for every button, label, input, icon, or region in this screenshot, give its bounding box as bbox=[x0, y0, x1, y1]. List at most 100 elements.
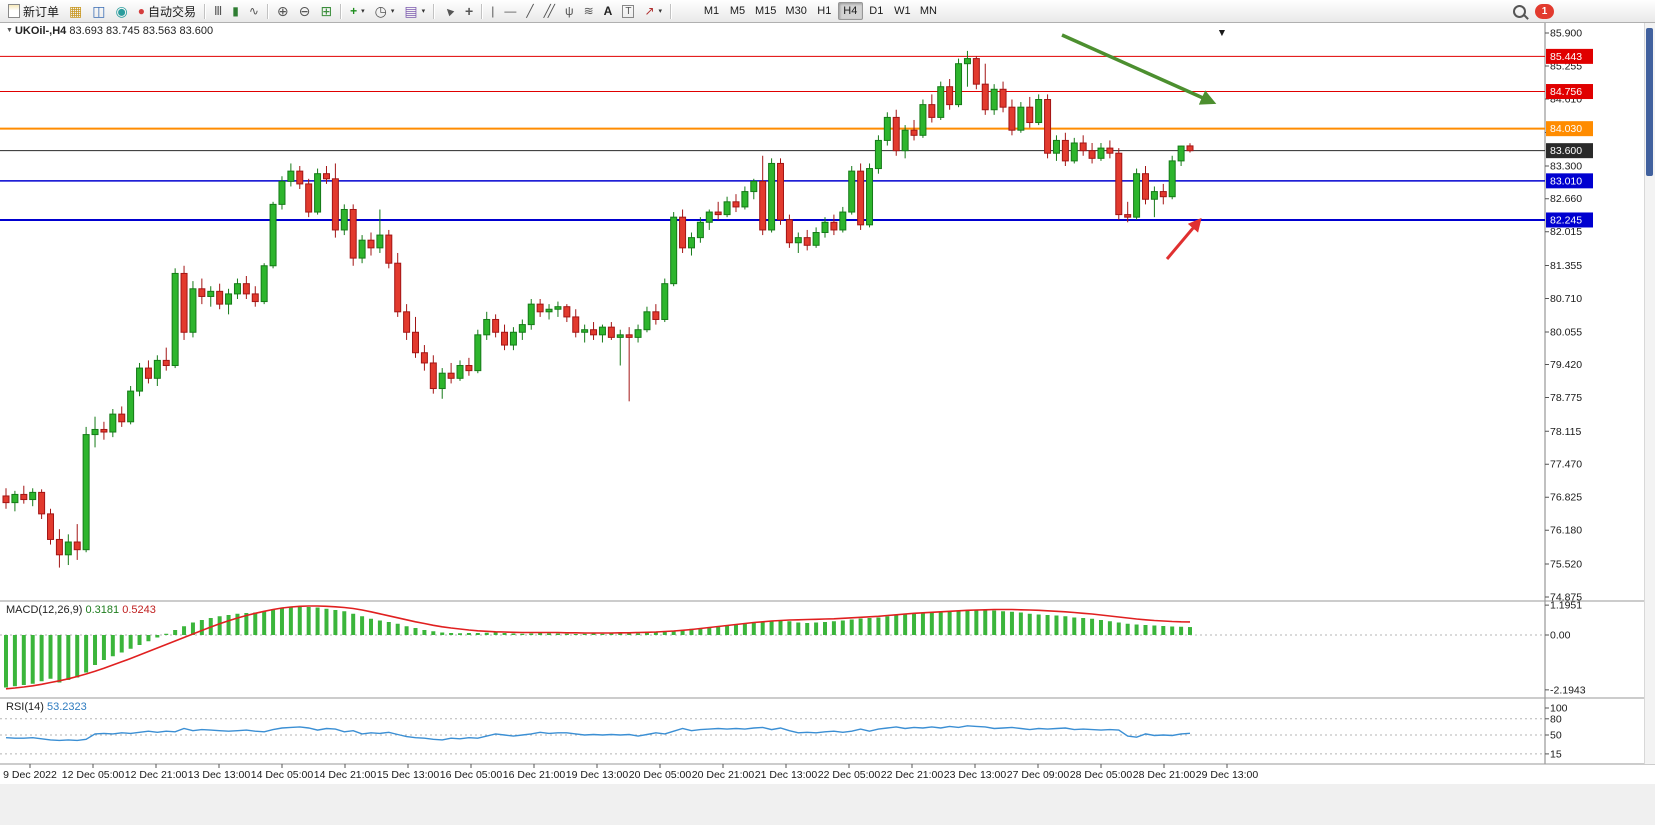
candle-body bbox=[839, 211, 847, 231]
candle-body bbox=[661, 283, 669, 320]
horizontal-line-tool-button[interactable]: — bbox=[499, 1, 521, 21]
macd-histogram-bar bbox=[725, 625, 730, 635]
candle-body bbox=[518, 324, 526, 333]
candle-body bbox=[385, 234, 393, 264]
channel-tool-button[interactable]: ╱╱ bbox=[539, 1, 560, 21]
macd-histogram-bar bbox=[164, 633, 169, 635]
macd-histogram-bar bbox=[386, 622, 391, 635]
chart-shift-marker[interactable]: ▼ bbox=[1217, 27, 1227, 39]
macd-axis-label: 0.00 bbox=[1550, 630, 1571, 642]
bar-chart-button[interactable]: Ⅲ bbox=[209, 1, 227, 21]
pitchfork-tool-button[interactable]: ψ bbox=[560, 1, 579, 21]
chart-window[interactable]: 85.90085.25584.61083.95583.30082.66082.0… bbox=[0, 22, 1655, 825]
label-tool-button[interactable]: T bbox=[617, 1, 639, 21]
timeframe-button-d1[interactable]: D1 bbox=[864, 2, 889, 20]
trend-arrow-annotation[interactable] bbox=[1061, 33, 1217, 105]
macd-histogram-bar bbox=[306, 607, 311, 635]
auto-trading-button[interactable]: ● 自动交易 bbox=[133, 1, 201, 21]
data-window-button[interactable]: ◫ bbox=[87, 1, 110, 21]
macd-name-label: MACD(12,26,9) bbox=[6, 604, 83, 616]
macd-histogram-bar bbox=[235, 613, 240, 635]
macd-histogram-bar bbox=[1170, 626, 1175, 635]
candle-body bbox=[821, 221, 829, 234]
tile-windows-button[interactable]: ⊞ bbox=[315, 1, 337, 21]
templates-button[interactable]: ▤ ▾ bbox=[399, 1, 430, 21]
price-axis-label: 85.900 bbox=[1550, 28, 1582, 40]
candle-body bbox=[883, 116, 891, 141]
macd-histogram-bar bbox=[983, 610, 988, 635]
price-axis-label: 83.300 bbox=[1550, 161, 1582, 173]
timeframe-button-h4[interactable]: H4 bbox=[837, 2, 863, 20]
new-order-button[interactable]: 新订单 bbox=[3, 1, 64, 21]
macd-histogram-bar bbox=[974, 609, 979, 635]
timeframe-button-m30[interactable]: M30 bbox=[781, 2, 810, 20]
price-axis-label: 76.180 bbox=[1550, 525, 1582, 537]
zoom-in-button[interactable]: ⊕ bbox=[272, 1, 294, 21]
timeframe-button-mn[interactable]: MN bbox=[916, 2, 941, 20]
collapse-chart-icon[interactable]: ▼ bbox=[6, 27, 13, 34]
candle-body bbox=[314, 173, 322, 213]
text-tool-icon: A bbox=[603, 4, 613, 18]
candle-body bbox=[607, 326, 615, 338]
navigator-button[interactable]: ◉ bbox=[110, 1, 132, 21]
timeframe-button-w1[interactable]: W1 bbox=[890, 2, 915, 20]
candle-body bbox=[136, 367, 144, 392]
macd-histogram-bar bbox=[858, 618, 863, 635]
timeframe-button-h1[interactable]: H1 bbox=[812, 2, 837, 20]
macd-histogram-bar bbox=[377, 620, 382, 635]
periods-button[interactable]: ◷ ▾ bbox=[370, 1, 400, 21]
candle-body bbox=[625, 334, 633, 338]
timeframe-button-m15[interactable]: M15 bbox=[751, 2, 780, 20]
candle-body bbox=[563, 306, 571, 318]
candle-body bbox=[127, 390, 135, 423]
search-button[interactable] bbox=[1508, 1, 1531, 21]
market-watch-button[interactable]: ▦ bbox=[64, 1, 87, 21]
vertical-line-icon: | bbox=[491, 4, 495, 18]
chart-canvas[interactable]: 85.90085.25584.61083.95583.30082.66082.0… bbox=[0, 22, 1655, 825]
label-tool-icon: T bbox=[622, 4, 635, 18]
macd-histogram-bar bbox=[431, 631, 436, 635]
zoom-out-button[interactable]: ⊖ bbox=[294, 1, 316, 21]
scrollbar-thumb[interactable] bbox=[1646, 28, 1653, 176]
candle-body bbox=[91, 428, 99, 436]
candle-body bbox=[803, 237, 811, 246]
candle-body bbox=[572, 316, 580, 333]
timeframe-button-m1[interactable]: M1 bbox=[699, 2, 724, 20]
macd-histogram-bar bbox=[920, 613, 925, 635]
candle-body bbox=[305, 183, 313, 213]
candle-body bbox=[82, 434, 90, 551]
line-chart-button[interactable]: ∿ bbox=[244, 1, 264, 21]
text-tool-button[interactable]: A bbox=[599, 1, 618, 21]
candle-body bbox=[64, 541, 72, 556]
macd-histogram-bar bbox=[262, 611, 267, 635]
time-axis-label: 16 Dec 21:00 bbox=[503, 769, 566, 781]
candle-body bbox=[1168, 160, 1176, 198]
indicators-button[interactable]: + ▾ bbox=[345, 1, 370, 21]
price-level-badge-84.030 bbox=[1546, 121, 1593, 137]
macd-signal-label: 0.5243 bbox=[122, 604, 156, 616]
vertical-scrollbar[interactable] bbox=[1644, 22, 1655, 764]
fibonacci-tool-button[interactable]: ≋ bbox=[579, 1, 599, 21]
candle-body bbox=[812, 232, 820, 246]
trendline-tool-button[interactable]: ╱ bbox=[521, 1, 538, 21]
timeframe-button-m5[interactable]: M5 bbox=[725, 2, 750, 20]
macd-histogram-bar bbox=[1036, 614, 1041, 635]
candlestick-chart-button[interactable]: ▮ bbox=[227, 1, 244, 21]
price-axis-label: 80.710 bbox=[1550, 293, 1582, 305]
shapes-tool-button[interactable]: ↗ ▾ bbox=[639, 1, 667, 21]
support-arrow-annotation[interactable] bbox=[1165, 217, 1202, 260]
macd-histogram-bar bbox=[48, 635, 53, 679]
macd-histogram-bar bbox=[529, 633, 534, 635]
crosshair-button[interactable]: + bbox=[460, 1, 478, 21]
candle-body bbox=[776, 162, 784, 221]
vertical-line-tool-button[interactable]: | bbox=[486, 1, 499, 21]
macd-histogram-bar bbox=[333, 610, 338, 635]
candle-body bbox=[1044, 99, 1052, 154]
candle-body bbox=[47, 513, 55, 540]
notification-badge[interactable]: 1 bbox=[1535, 3, 1554, 19]
zoom-in-icon: ⊕ bbox=[276, 3, 289, 19]
candle-body bbox=[616, 334, 624, 338]
cursor-button[interactable]: ▲ bbox=[438, 1, 460, 21]
macd-histogram-bar bbox=[903, 614, 908, 635]
market-watch-icon: ▦ bbox=[69, 3, 83, 19]
